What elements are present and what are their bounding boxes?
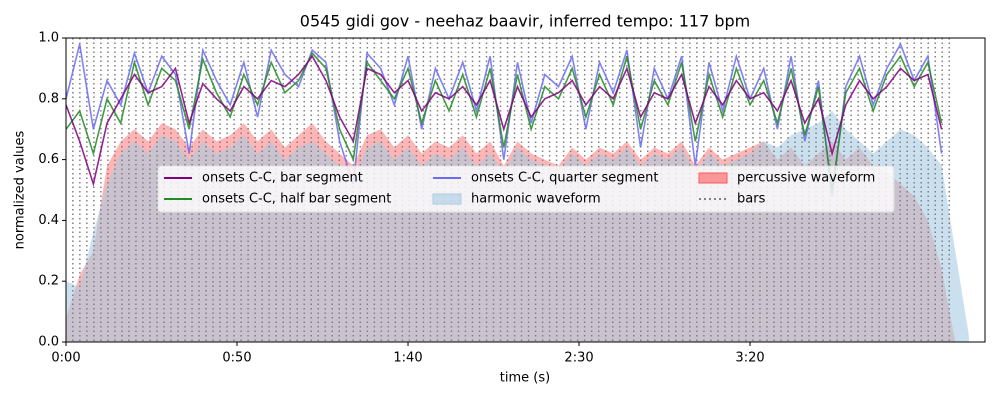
line [66, 42, 943, 197]
x-tick-label: 1:40 [393, 351, 422, 366]
legend-label: harmonic waveform [471, 192, 601, 207]
y-tick-label: 0.0 [38, 335, 59, 350]
axes-frame [65, 37, 986, 343]
x-tick-label: 2:30 [564, 351, 593, 366]
x-tick-label: 0:50 [222, 351, 251, 366]
legend-label: onsets C-C, quarter segment [471, 171, 658, 186]
line [66, 54, 943, 187]
y-axis-label: normalized values [13, 130, 28, 249]
legend-swatch [432, 193, 462, 205]
y-tick-label: 0.6 [38, 152, 59, 167]
x-tick-label: 3:20 [735, 351, 764, 366]
legend-label: bars [737, 192, 766, 207]
y-tick-label: 0.2 [38, 274, 59, 289]
legend-swatch [698, 172, 728, 184]
line [66, 51, 943, 191]
legend-label: onsets C-C, half bar segment [202, 192, 391, 207]
x-tick-label: 0:00 [51, 351, 80, 366]
legend: onsets C-C, bar segment onsets C-C, half … [157, 165, 895, 213]
x-axis-label: time (s) [500, 371, 550, 386]
y-tick-label: 0.8 [38, 91, 59, 106]
legend-label: percussive waveform [737, 171, 875, 186]
legend-label: onsets C-C, bar segment [202, 171, 363, 186]
chart-title: 0545 gidi gov - neehaz baavir, inferred … [300, 12, 750, 31]
y-tick-label: 0.4 [38, 213, 59, 228]
y-tick-label: 1.0 [38, 31, 59, 46]
